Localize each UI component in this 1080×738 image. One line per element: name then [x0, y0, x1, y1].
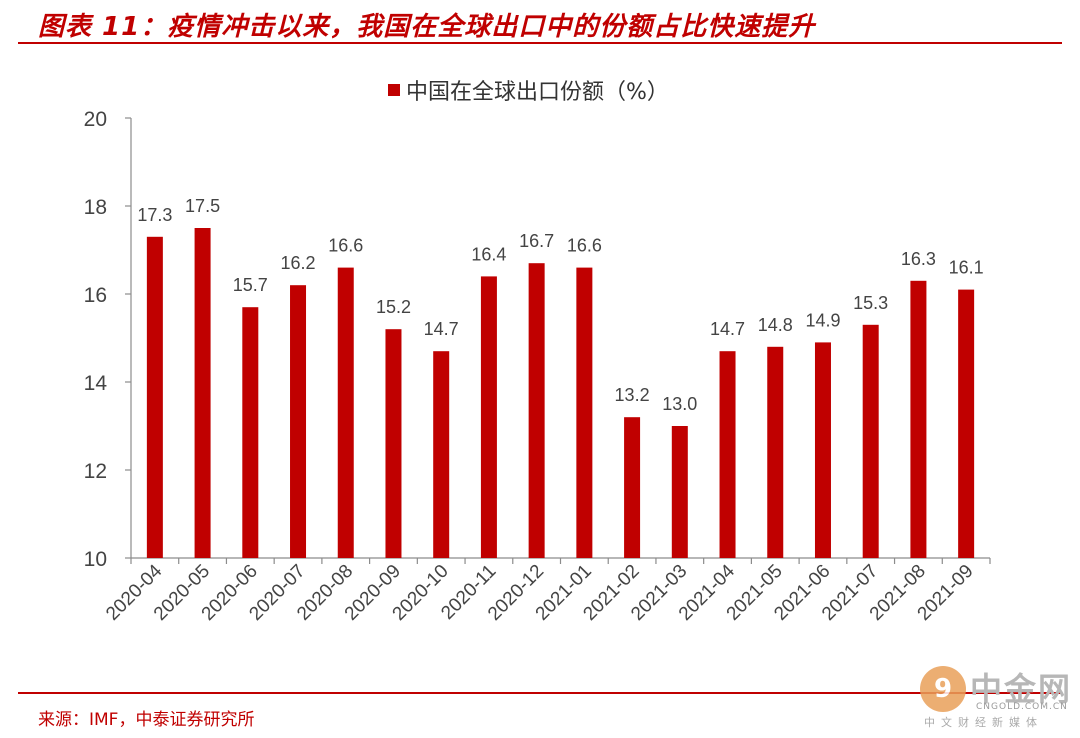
bar — [671, 426, 688, 558]
data-label: 14.7 — [424, 319, 459, 339]
legend-label: 中国在全球出口份额（%） — [406, 80, 669, 105]
bar — [576, 267, 593, 558]
y-tick-label: 18 — [84, 196, 107, 219]
data-label: 16.7 — [519, 231, 554, 251]
title-divider — [18, 42, 1062, 44]
bar — [910, 280, 927, 558]
data-label: 13.2 — [615, 385, 650, 405]
watermark: 9 中金网 CNGOLD.COM.CN 中文财经新媒体 — [920, 662, 1070, 732]
x-axis: 2020-042020-052020-062020-072020-082020-… — [102, 557, 991, 625]
source-note: 来源：IMF，中泰证券研究所 — [38, 710, 255, 730]
watermark-logo-icon: 9 — [920, 666, 966, 712]
y-tick-label: 12 — [84, 460, 107, 483]
data-label: 17.3 — [137, 205, 172, 225]
bar — [242, 307, 259, 558]
figure-title: 图表 11：疫情冲击以来，我国在全球出口中的份额占比快速提升 — [38, 12, 816, 42]
watermark-tagline: 中文财经新媒体 — [924, 716, 1043, 729]
bar-chart: 中国在全球出口份额（%） 10 12 14 16 18 20 2020-042020-05… — [84, 80, 991, 625]
bar — [958, 289, 975, 558]
data-label: 15.7 — [233, 275, 268, 295]
bar — [337, 267, 354, 558]
data-label: 13.0 — [662, 394, 697, 414]
data-label: 15.2 — [376, 297, 411, 317]
bar — [146, 236, 163, 559]
data-label: 14.9 — [805, 310, 840, 330]
data-labels: 17.3 17.5 15.7 16.2 16.6 15.2 14.7 16.4 16.7 16.6… — [137, 196, 983, 414]
data-label: 16.4 — [471, 244, 506, 264]
data-label: 14.8 — [758, 315, 793, 335]
data-label: 16.6 — [328, 236, 363, 256]
data-label: 16.3 — [901, 249, 936, 269]
bar — [528, 263, 545, 558]
bar — [862, 324, 879, 558]
data-label: 16.1 — [949, 258, 984, 278]
bar — [624, 417, 641, 558]
bar — [385, 329, 402, 558]
legend-swatch — [388, 84, 400, 96]
chart-legend: 中国在全球出口份额（%） — [388, 80, 669, 105]
y-tick-label: 20 — [84, 108, 107, 131]
data-label: 16.6 — [567, 236, 602, 256]
bar-series — [146, 228, 975, 559]
watermark-domain: CNGOLD.COM.CN — [976, 702, 1068, 712]
bar — [290, 285, 307, 558]
y-axis: 10 12 14 16 18 20 — [84, 108, 132, 571]
y-tick-label: 16 — [84, 284, 107, 307]
data-label: 15.3 — [853, 293, 888, 313]
bar — [433, 351, 450, 558]
data-label: 16.2 — [281, 253, 316, 273]
data-label: 14.7 — [710, 319, 745, 339]
data-label: 17.5 — [185, 196, 220, 216]
bar — [719, 351, 736, 558]
y-tick-label: 14 — [84, 372, 108, 395]
bar — [194, 228, 211, 558]
y-tick-label: 10 — [84, 548, 107, 571]
footer-divider — [18, 692, 1062, 694]
bar — [480, 276, 497, 558]
watermark-name: 中金网 — [970, 670, 1073, 708]
bar — [814, 342, 831, 558]
bar — [767, 346, 784, 558]
